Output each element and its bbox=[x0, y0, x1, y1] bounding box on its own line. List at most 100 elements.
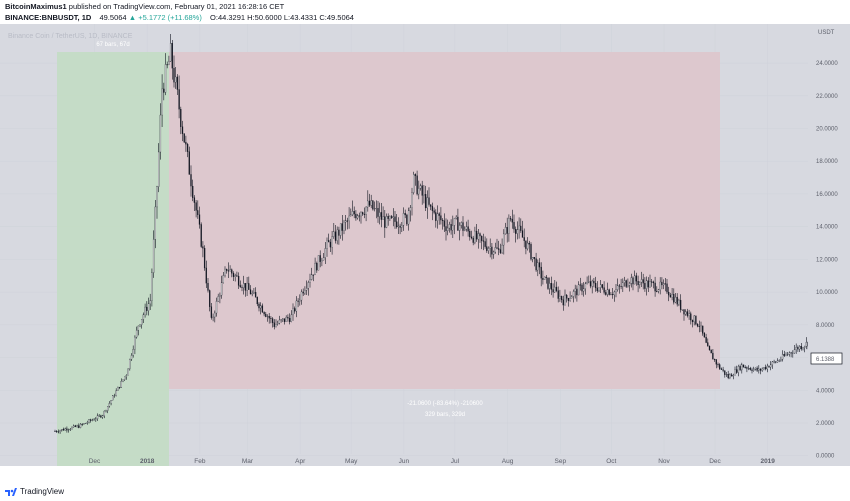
candle-body bbox=[708, 346, 711, 351]
tradingview-logo[interactable]: TradingView bbox=[5, 487, 64, 496]
candle-body bbox=[418, 188, 420, 195]
candle-body bbox=[59, 430, 61, 433]
price-axis[interactable]: USDT 24.0000 22.0000 20.0000 18.0000 16.0000… bbox=[808, 24, 850, 466]
candle-body bbox=[608, 289, 610, 295]
candle-body bbox=[271, 318, 274, 323]
candle-body bbox=[193, 197, 196, 203]
rise-range-box[interactable] bbox=[57, 52, 169, 466]
last-price: 49.5064 bbox=[99, 13, 127, 22]
candle-body bbox=[404, 213, 406, 216]
price-tick-label: 10.0000 bbox=[816, 290, 838, 296]
candle-body bbox=[287, 317, 289, 319]
candle-body bbox=[447, 227, 449, 232]
candle-body bbox=[453, 218, 456, 226]
price-tick-label: 14.0000 bbox=[816, 225, 838, 231]
candle-body bbox=[601, 284, 604, 288]
candle-body bbox=[780, 359, 782, 361]
candle-body bbox=[101, 415, 104, 418]
candle-body bbox=[805, 341, 808, 347]
time-axis[interactable]: Dec 2018 Feb Mar Apr May Jun Jul Aug Sep Oct Nov Dec… bbox=[89, 458, 776, 465]
candle-body bbox=[98, 415, 100, 417]
candle-body bbox=[419, 185, 422, 189]
candle-body bbox=[606, 289, 609, 295]
candle-body bbox=[545, 276, 547, 278]
candle-body bbox=[219, 295, 221, 297]
candle-body bbox=[424, 194, 427, 209]
candle-body bbox=[509, 218, 512, 220]
candle-body bbox=[683, 309, 685, 315]
candle-body bbox=[384, 216, 386, 228]
candle-body bbox=[736, 369, 738, 373]
candle-body bbox=[380, 212, 383, 220]
candle-body bbox=[438, 213, 440, 216]
candle-body bbox=[666, 283, 668, 293]
candle-body bbox=[414, 174, 417, 176]
candle-body bbox=[322, 257, 325, 261]
candle-body bbox=[220, 282, 223, 296]
candle-body bbox=[249, 289, 252, 295]
footer: TradingView bbox=[0, 466, 850, 501]
time-tick-label: Sep bbox=[555, 458, 567, 465]
candle-body bbox=[328, 240, 330, 243]
candle-body bbox=[742, 364, 745, 368]
interval-label: 1D bbox=[81, 13, 92, 22]
candle-body bbox=[181, 126, 184, 134]
candle-body bbox=[90, 419, 92, 421]
candle-body bbox=[402, 213, 405, 226]
candle-body bbox=[256, 297, 258, 305]
candle-body bbox=[661, 281, 663, 286]
candle-body bbox=[605, 292, 607, 295]
author-name[interactable]: BitcoinMaximus1 bbox=[5, 2, 67, 11]
candle-body bbox=[494, 247, 496, 253]
candle-body bbox=[746, 367, 748, 369]
price-chart[interactable]: 67 bars, 67d -21.0600 (-83.64%) -210600 … bbox=[0, 24, 850, 466]
price-tick-label: 4.0000 bbox=[816, 388, 835, 394]
candle-body bbox=[693, 315, 695, 323]
candle-body bbox=[669, 294, 672, 298]
candle-body bbox=[367, 200, 369, 208]
candle-body bbox=[467, 226, 469, 232]
candle-body bbox=[753, 368, 755, 371]
candle-body bbox=[690, 313, 692, 321]
candle-body bbox=[435, 212, 437, 221]
candle-body bbox=[73, 425, 75, 428]
tradingview-logo-icon bbox=[5, 487, 17, 496]
candle-body bbox=[744, 367, 746, 369]
candle-body bbox=[702, 325, 704, 334]
candle-body bbox=[787, 354, 789, 356]
candle-body bbox=[698, 325, 700, 327]
candle-body bbox=[479, 233, 481, 237]
candle-body bbox=[81, 423, 83, 425]
candle-body bbox=[413, 174, 415, 193]
candle-body bbox=[278, 319, 281, 324]
candle-body bbox=[555, 286, 558, 291]
candle-body bbox=[460, 222, 462, 226]
candle-body bbox=[91, 419, 94, 421]
candle-body bbox=[295, 300, 298, 312]
candle-body bbox=[712, 352, 714, 360]
candle-body bbox=[537, 262, 539, 271]
candle-body bbox=[244, 283, 247, 291]
candle-body bbox=[637, 281, 639, 286]
candle-body bbox=[634, 275, 636, 285]
candle-body bbox=[768, 365, 770, 368]
candle-body bbox=[346, 220, 349, 222]
candle-body bbox=[142, 314, 145, 320]
published-info: published on TradingView.com, February 0… bbox=[68, 2, 285, 11]
candle-body bbox=[611, 294, 614, 296]
candle-body bbox=[501, 244, 503, 253]
candle-body bbox=[336, 229, 338, 241]
candle-body bbox=[144, 306, 146, 315]
candle-body bbox=[647, 280, 649, 288]
candle-body bbox=[171, 43, 173, 69]
candle-body bbox=[224, 268, 226, 276]
candle-body bbox=[572, 291, 575, 297]
candle-body bbox=[83, 423, 85, 425]
candle-body bbox=[491, 246, 493, 255]
candle-body bbox=[237, 276, 240, 286]
ohlc-close: C:49.5064 bbox=[319, 13, 354, 22]
candle-body bbox=[416, 175, 418, 195]
candle-body bbox=[797, 347, 799, 350]
current-price-label: 6.1388 bbox=[816, 357, 835, 363]
candle-body bbox=[628, 283, 631, 286]
